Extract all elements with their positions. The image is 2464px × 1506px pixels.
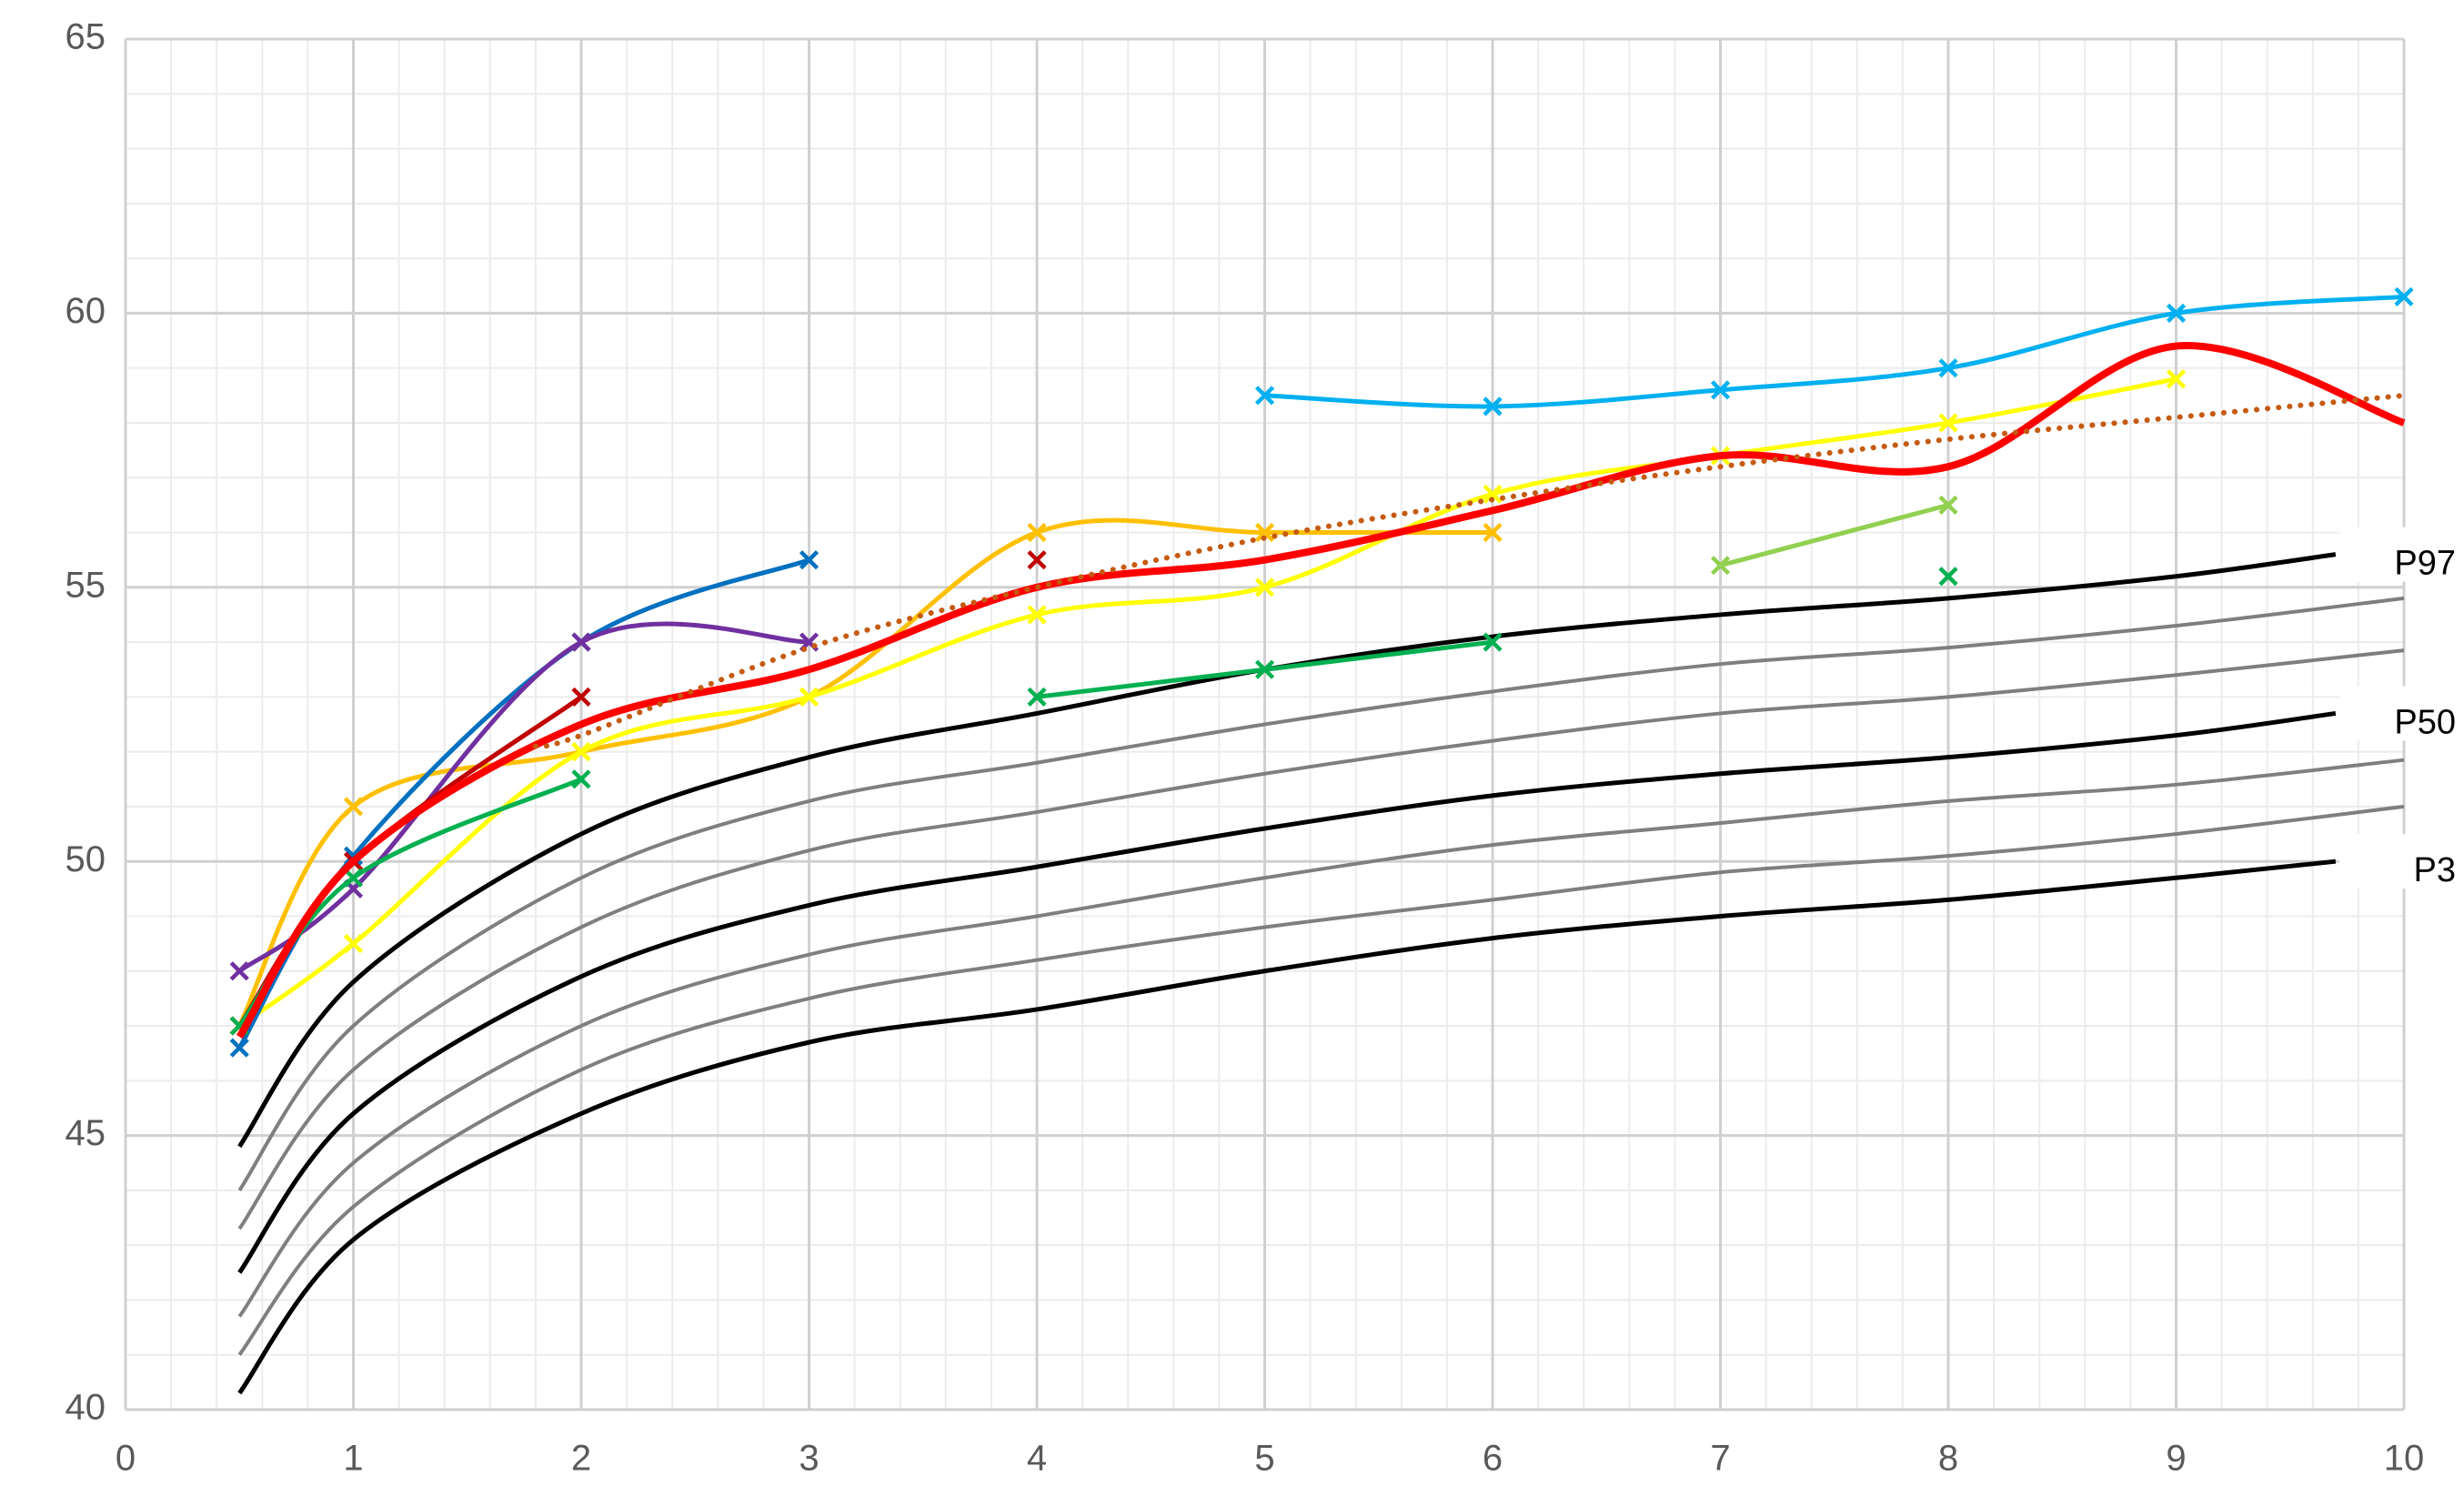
y-tick-label: 40 xyxy=(65,1388,106,1428)
series-label: P3 xyxy=(2414,851,2456,889)
series-line xyxy=(237,596,2405,1192)
series-label: P50 xyxy=(2394,703,2456,741)
x-tick-label: 8 xyxy=(1938,1439,1958,1479)
marker xyxy=(1254,577,1275,597)
marker xyxy=(1027,522,1047,543)
marker xyxy=(229,961,249,981)
marker xyxy=(1710,556,1731,576)
series-line xyxy=(532,392,2407,749)
marker xyxy=(1938,358,1958,378)
marker xyxy=(343,868,364,888)
x-tick-label: 1 xyxy=(343,1439,363,1479)
series-line xyxy=(237,648,2405,1230)
x-tick-label: 10 xyxy=(2384,1439,2425,1479)
series-line xyxy=(1264,294,2405,409)
series-label-bg xyxy=(2338,834,2462,889)
x-tick-label: 2 xyxy=(571,1439,591,1479)
marker xyxy=(343,934,364,954)
marker xyxy=(799,550,820,570)
series-line xyxy=(237,376,2177,1029)
marker xyxy=(2394,286,2414,306)
marker xyxy=(1710,380,1731,400)
marker xyxy=(1483,632,1503,652)
y-tick-label: 55 xyxy=(65,565,106,605)
series-line xyxy=(237,858,2337,1395)
series-label-bg xyxy=(2338,527,2462,582)
marker xyxy=(1938,567,1958,587)
series-line xyxy=(1719,502,1949,568)
series-label: P97 xyxy=(2394,545,2456,583)
x-tick-label: 4 xyxy=(1027,1439,1047,1479)
marker xyxy=(1938,495,1958,515)
marker xyxy=(1254,522,1275,543)
marker xyxy=(1483,484,1503,504)
series-line xyxy=(236,342,2406,1039)
series-line xyxy=(237,758,2405,1318)
series-label-bg xyxy=(2338,686,2462,741)
marker xyxy=(1027,550,1047,570)
series-line xyxy=(237,621,810,973)
x-tick-label: 0 xyxy=(116,1439,136,1479)
marker xyxy=(571,769,591,789)
y-tick-label: 60 xyxy=(65,291,106,331)
series-line xyxy=(237,710,2337,1274)
marker xyxy=(1938,413,1958,433)
marker xyxy=(1254,659,1275,679)
marker xyxy=(1254,386,1275,406)
marker xyxy=(571,742,591,762)
marker xyxy=(571,687,591,707)
x-tick-label: 5 xyxy=(1254,1439,1274,1479)
x-tick-label: 6 xyxy=(1483,1439,1503,1479)
y-tick-label: 50 xyxy=(65,839,106,879)
series-line xyxy=(237,804,2405,1356)
marker xyxy=(229,1038,249,1058)
y-tick-label: 45 xyxy=(65,1113,106,1153)
marker xyxy=(2166,303,2187,323)
x-tick-label: 9 xyxy=(2166,1439,2186,1479)
marker xyxy=(1483,522,1503,543)
y-tick-label: 65 xyxy=(65,17,106,57)
x-tick-label: 3 xyxy=(799,1439,819,1479)
marker xyxy=(2166,369,2187,389)
marker xyxy=(343,846,364,866)
marker xyxy=(343,797,364,817)
marker xyxy=(1027,687,1047,707)
marker xyxy=(1027,605,1047,625)
marker xyxy=(1483,397,1503,417)
marker xyxy=(799,687,820,707)
x-tick-label: 7 xyxy=(1710,1439,1730,1479)
marker xyxy=(571,632,591,652)
